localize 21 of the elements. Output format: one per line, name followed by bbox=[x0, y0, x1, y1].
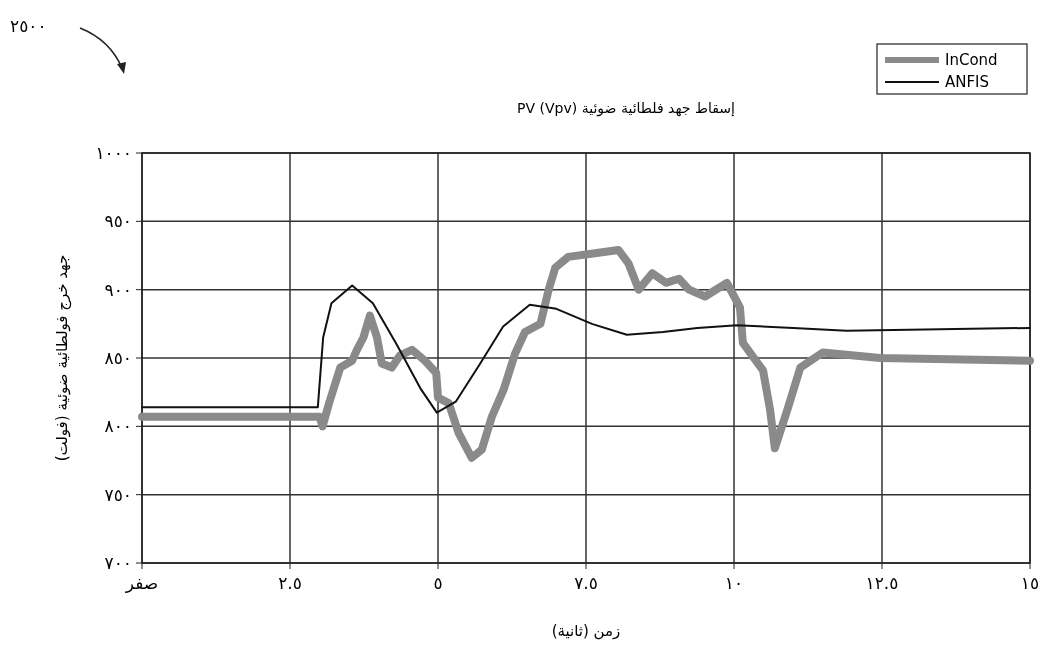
text: ٢٥٠٠ bbox=[10, 16, 47, 36]
x-tick-label: ٥ bbox=[433, 573, 443, 593]
y-tick-label: ٧٠٠ bbox=[104, 552, 132, 573]
x-tick-label: ١٥ bbox=[1020, 573, 1040, 593]
legend-label: InCond bbox=[945, 51, 998, 70]
x-tick-label: ٢.٥ bbox=[278, 573, 302, 593]
x-tick-label: صفر bbox=[124, 573, 159, 593]
y-tick-label: ٨٠٠ bbox=[104, 416, 132, 437]
y-tick-label: ٨٥٠ bbox=[104, 347, 132, 368]
x-tick-label: ٧.٥ bbox=[574, 573, 598, 593]
y-tick-label: ٩٠٠ bbox=[104, 279, 132, 300]
x-axis-title: زمن (ثانية) bbox=[551, 622, 621, 640]
y-tick-label: ١٠٠٠ bbox=[95, 142, 132, 163]
y-tick-label: ٧٥٠ bbox=[104, 484, 132, 505]
chart-title: إسقاط جهد فلطائية ضوئية PV (Vpv) bbox=[517, 100, 735, 117]
y-tick-label: ٩٥٠ bbox=[104, 211, 132, 232]
legend-label: ANFIS bbox=[945, 73, 990, 92]
x-tick-label: ١٠ bbox=[724, 573, 744, 593]
x-tick-label: ١٢.٥ bbox=[865, 573, 899, 593]
y-axis-title: جهد خرج فولطائية ضوئية (فولت) bbox=[53, 254, 72, 462]
line-series bbox=[141, 284, 1031, 414]
